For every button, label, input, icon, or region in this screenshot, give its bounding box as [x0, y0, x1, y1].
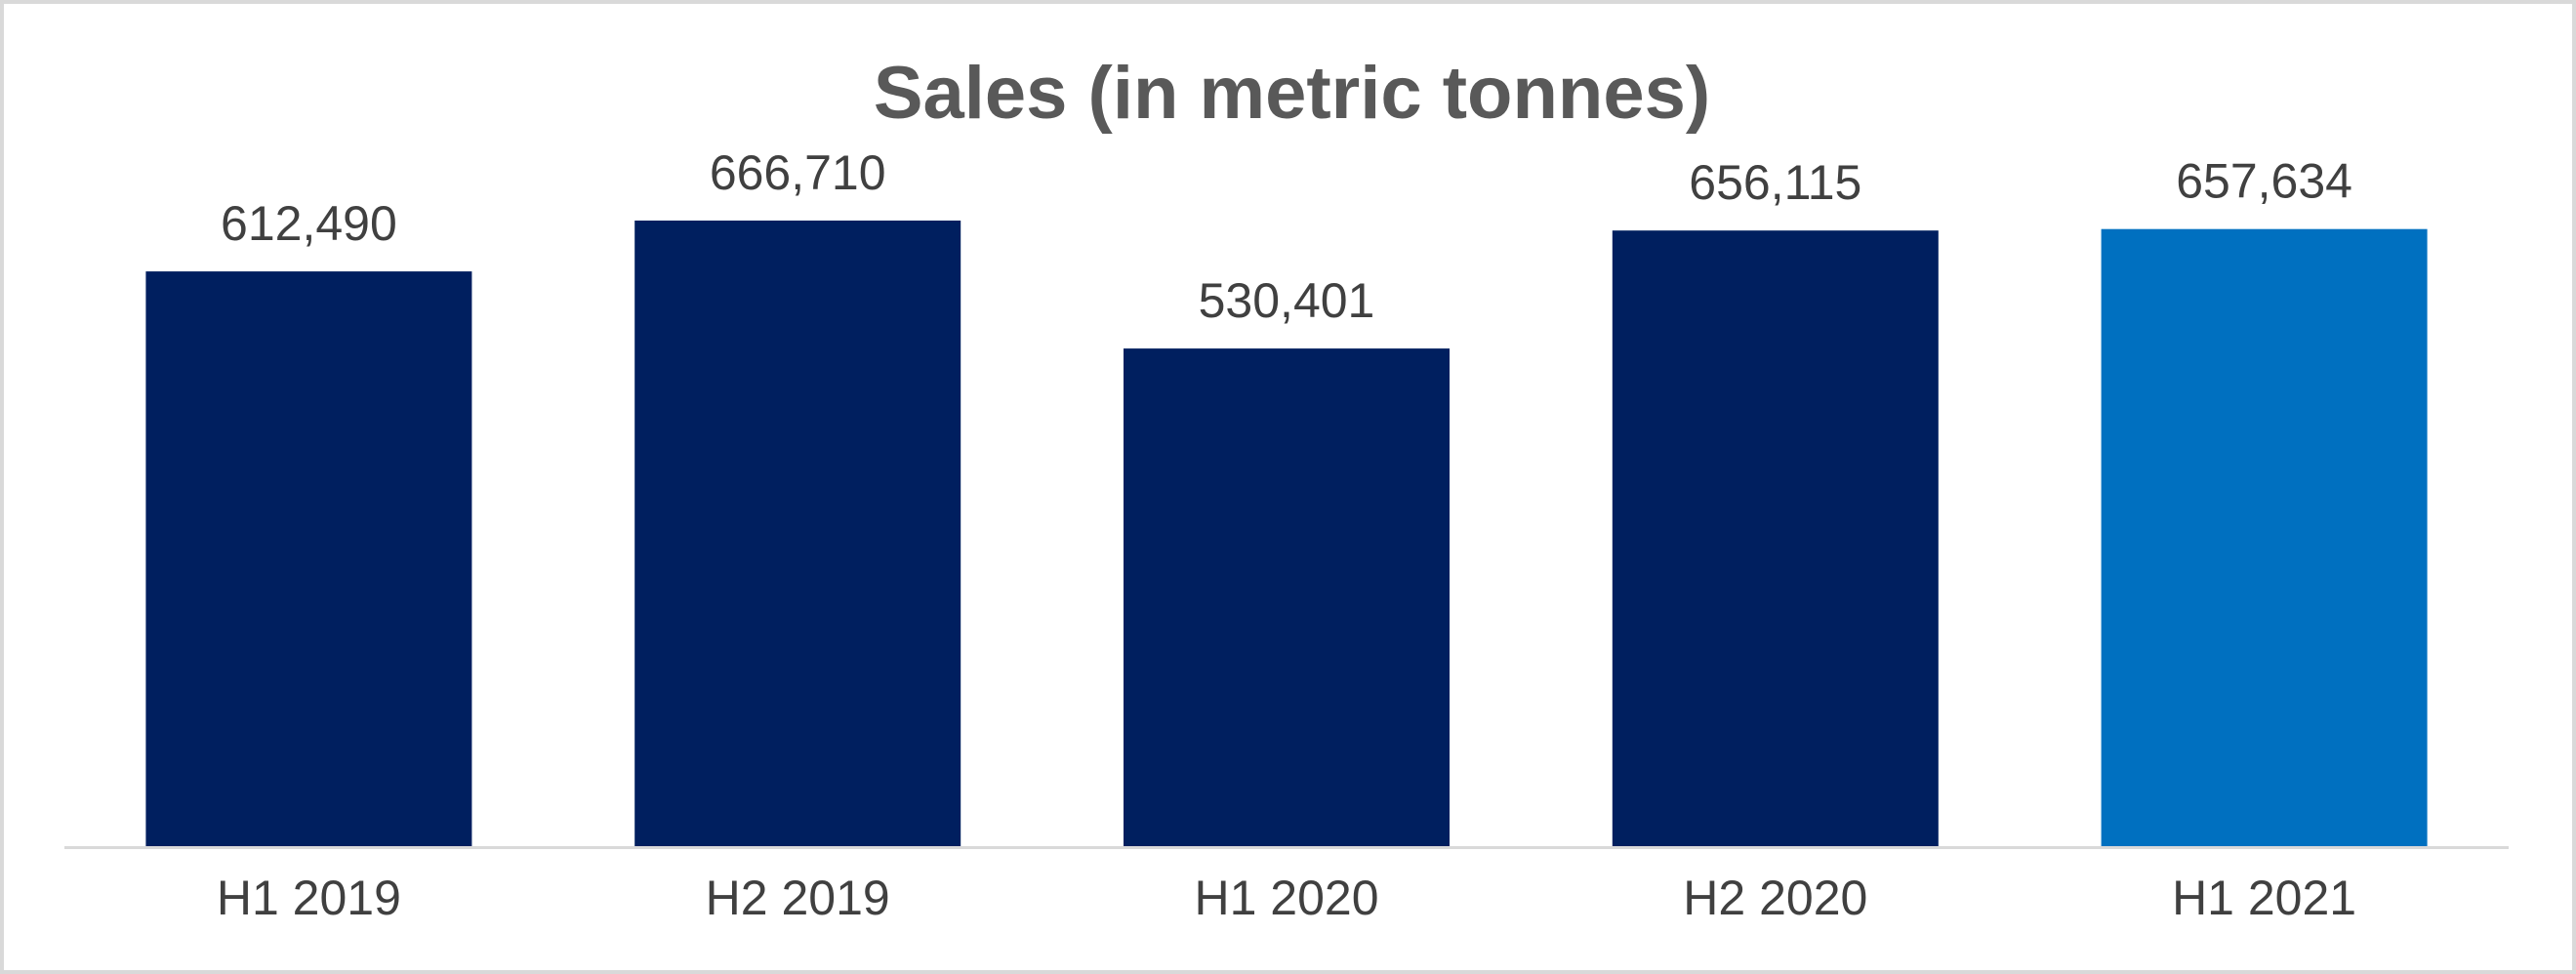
- bar-h2-2020: [1612, 230, 1939, 846]
- value-label: 656,115: [1689, 155, 1861, 210]
- value-labels-group: 612,490 666,710 530,401 656,115 657,634: [221, 145, 2352, 328]
- x-tick-label: H1 2019: [217, 871, 401, 925]
- x-tick-label: H2 2019: [706, 871, 890, 925]
- bar-chart: 612,490 666,710 530,401 656,115 657,634 H1 2…: [64, 145, 2509, 925]
- bar-h2-2019: [634, 221, 961, 846]
- bars-group: [145, 221, 2428, 847]
- bar-h1-2019: [145, 271, 472, 847]
- bar-h1-2021: [2101, 228, 2428, 846]
- x-tick-label: H2 2020: [1683, 871, 1867, 925]
- chart-title: Sales (in metric tonnes): [873, 52, 1711, 135]
- value-label: 666,710: [710, 145, 886, 200]
- x-tick-label: H1 2020: [1194, 871, 1378, 925]
- tick-labels-group: H1 2019 H2 2019 H1 2020 H2 2020 H1 2021: [217, 871, 2356, 925]
- value-label: 530,401: [1199, 273, 1375, 328]
- value-label: 657,634: [2176, 154, 2352, 209]
- value-label: 612,490: [221, 196, 397, 251]
- bar-h1-2020: [1124, 348, 1450, 846]
- x-tick-label: H1 2021: [2172, 871, 2356, 925]
